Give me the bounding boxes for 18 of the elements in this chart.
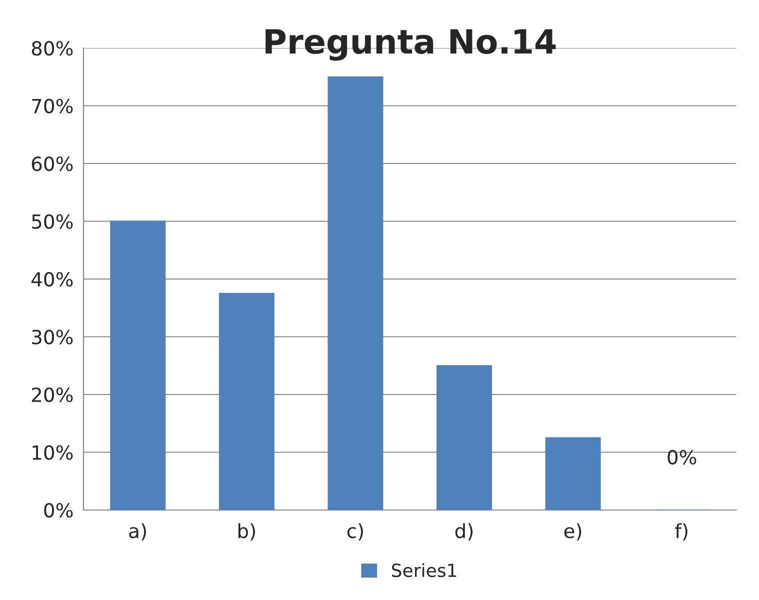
y-tick-label: 60% [32,156,73,172]
chart-title: Pregunta No.14 [266,29,556,61]
legend-label: Series1 [392,563,456,578]
x-tick-label: a) [129,523,146,541]
y-tick-label: 80% [32,40,73,56]
x-tick-label: b) [238,523,255,541]
y-tick-label: 40% [32,272,73,287]
y-tick-label: 50% [32,214,73,229]
x-tick-label: f) [675,523,688,541]
y-tick-label: 30% [32,330,73,344]
data-label: 0% [668,450,696,465]
x-tick-label: c) [347,523,363,541]
y-tick-label: 20% [32,387,73,402]
y-tick-label: 10% [32,445,73,460]
x-tick-label: e) [564,523,582,541]
x-tick-label: d) [455,523,473,541]
y-tick-label: 0% [44,502,73,518]
y-tick-label: 70% [32,98,73,114]
